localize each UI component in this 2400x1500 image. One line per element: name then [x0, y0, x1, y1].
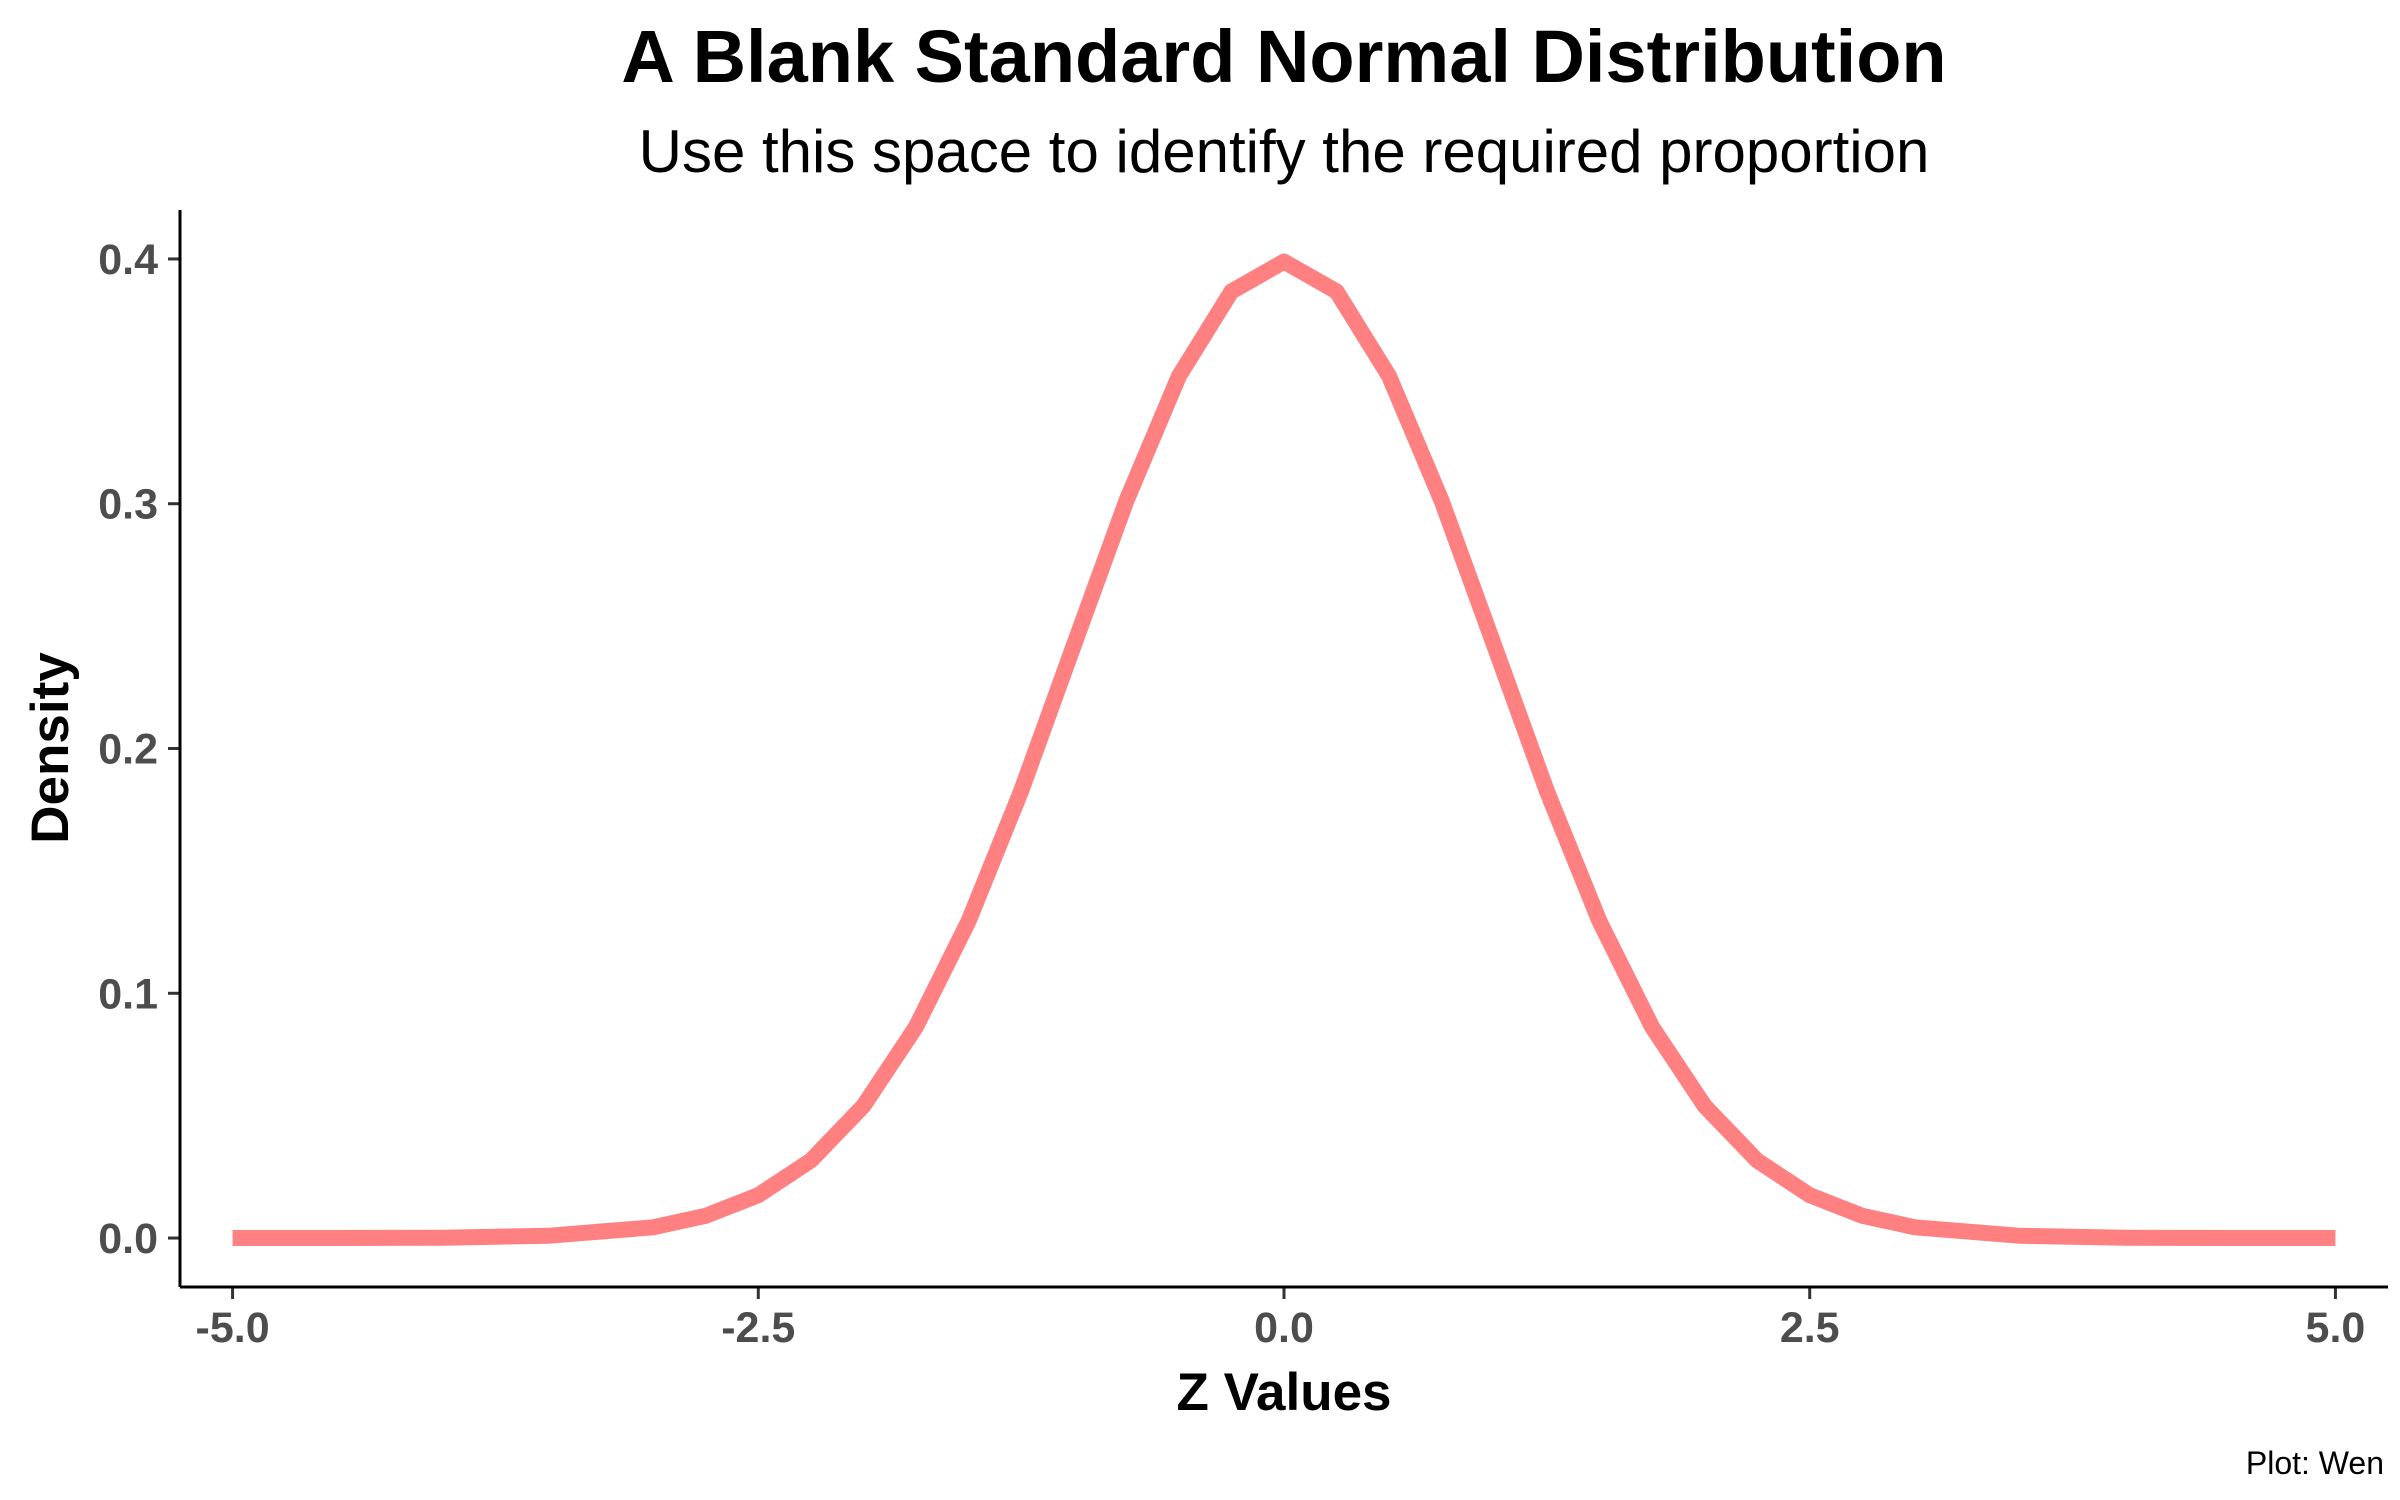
x-axis-ticks: -5.0 -2.5 0.0 2.5 5.0: [196, 1287, 2366, 1352]
y-tick-label: 0.2: [98, 726, 158, 774]
y-tick-label: 0.4: [98, 236, 158, 284]
x-tick-label: 2.5: [1780, 1304, 1840, 1352]
chart-title: A Blank Standard Normal Distribution: [621, 15, 1946, 98]
x-axis-title: Z Values: [1176, 1363, 1391, 1422]
x-tick-label: 5.0: [2306, 1304, 2366, 1352]
y-axis-ticks: 0.0 0.1 0.2 0.3 0.4: [98, 236, 180, 1263]
series-layer: [232, 253, 2336, 1246]
y-axis-title: Density: [21, 652, 80, 844]
plot-caption: Plot: Wen: [2246, 1445, 2384, 1481]
plot-area: -5.0 -2.5 0.0 2.5 5.0 0.0 0.1 0.2 0.3 0.4: [98, 210, 2388, 1352]
x-tick-label: 0.0: [1254, 1304, 1314, 1352]
x-tick-label: -2.5: [721, 1304, 795, 1352]
y-tick-label: 0.1: [98, 970, 158, 1018]
density-curve-line: [232, 253, 2336, 1246]
x-tick-label: -5.0: [196, 1304, 270, 1352]
y-tick-label: 0.3: [98, 481, 158, 529]
chart-subtitle: Use this space to identify the required …: [639, 118, 1930, 185]
y-tick-label: 0.0: [98, 1215, 158, 1263]
